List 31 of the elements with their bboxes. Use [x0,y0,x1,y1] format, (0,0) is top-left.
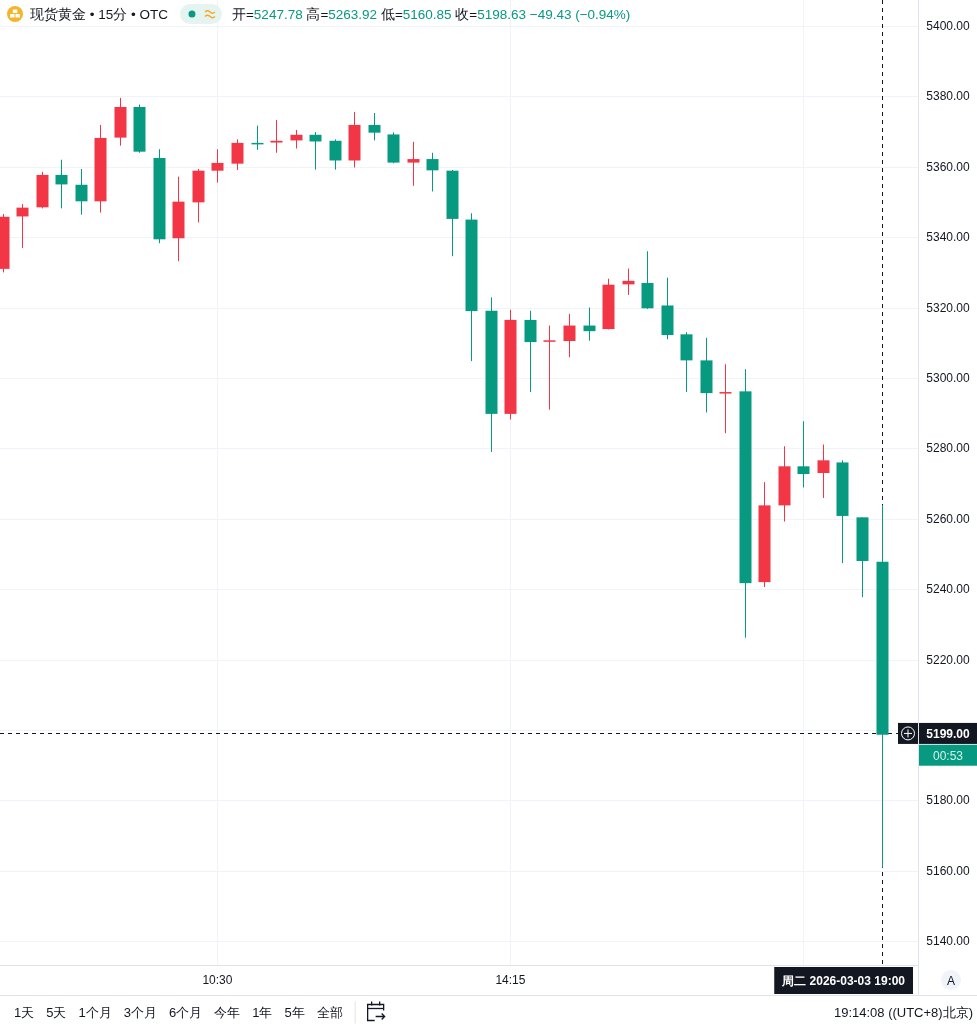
text: A [946,974,956,988]
ref-line-label: 5199.00 [926,726,971,741]
text: 1天 [14,1005,35,1020]
text: 3个月 [123,1005,157,1020]
text: 全部 [316,1005,343,1020]
text: 今年 [214,1005,241,1020]
y-tick-label: 5340.00 [926,230,971,245]
x-tick-label: 10:30 [202,973,233,987]
x-tick-label: 14:15 [495,973,526,987]
text: 1年 [252,1005,273,1020]
y-tick-label: 5300.00 [926,370,971,385]
text: 19:14:08 ((UTC+8)北京) [833,1005,973,1020]
y-tick-label: 5320.00 [926,300,971,315]
y-tick-label: 5220.00 [926,652,971,667]
text: 1个月 [78,1005,112,1020]
text: 现货黄金 • 15分 • OTC [30,6,169,22]
text: 00:53 [932,748,964,763]
text: 5年 [284,1005,305,1020]
text: 开=5247.78 高=5263.92 低=5160.85 收=5198.63 −49.43 (−0.94%) [231,6,631,22]
y-tick-label: 5360.00 [926,159,971,174]
y-tick-label: 5260.00 [926,511,971,526]
text: 5天 [46,1005,67,1020]
y-tick-label: 5380.00 [926,89,971,104]
ref-line-label: 周二 2026-03-03 19:00 [781,974,906,988]
y-tick-label: 5240.00 [926,582,971,597]
text: 6个月 [168,1005,203,1020]
y-tick-label: 5400.00 [926,19,971,34]
y-tick-label: 5140.00 [926,934,971,949]
y-tick-label: 5280.00 [926,441,971,456]
y-tick-label: 5160.00 [926,863,971,878]
y-tick-label: 5180.00 [926,793,971,808]
